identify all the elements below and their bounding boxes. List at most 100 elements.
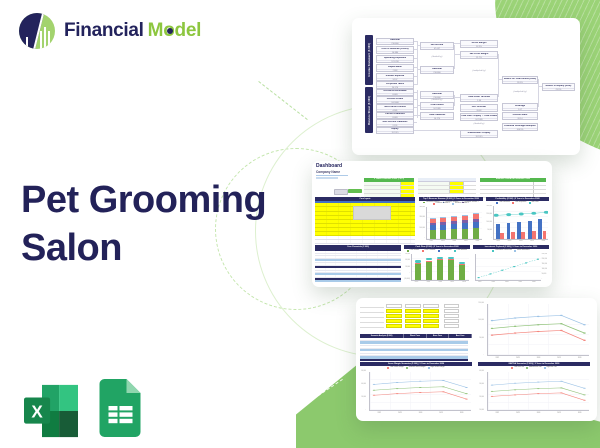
dashboard-link-line2 <box>316 177 338 179</box>
flow-node-value: 7,382 <box>377 68 413 71</box>
brand-name: Financial Model <box>64 20 201 42</box>
flow-node-value: 121,768 <box>377 59 413 62</box>
revenue-bar <box>517 221 521 240</box>
x-axis-label: 2024 <box>452 240 457 242</box>
cash-flow-bar <box>458 264 465 281</box>
scenario-input-cell <box>423 304 440 309</box>
flow-node-value: 162,808 <box>377 100 413 103</box>
flow-node-label: Total Asset Turnover <box>467 95 491 98</box>
legend-item: Revenue Stream 2 <box>442 201 459 204</box>
assumption-row <box>480 185 546 190</box>
assumption-row <box>364 181 414 186</box>
axis-tick: 20,000 <box>361 397 366 398</box>
flow-node-value: 47,057 <box>421 46 453 49</box>
x-axis-label: 2023 <box>516 412 520 414</box>
axis-tick: 100,000 <box>486 222 492 224</box>
flow-node-label: Net Profit Margin <box>469 52 489 55</box>
stacked-bar <box>451 207 458 240</box>
legend-item: Cash Outflows <box>421 250 435 252</box>
table-row <box>315 253 401 257</box>
axis-tick: 100,000 <box>478 320 484 322</box>
table-row <box>315 258 401 261</box>
legend-swatch <box>427 367 430 369</box>
legend-item: Cash Inflows <box>406 250 419 252</box>
scenario-input-cell <box>404 323 421 328</box>
line-series <box>493 211 548 217</box>
x-axis-label: 2022 <box>414 281 419 283</box>
legend-label: Cumulative Cash Flow <box>494 249 512 252</box>
legend-label: Low Gross Margin <box>390 366 404 369</box>
bar-segment <box>461 228 468 240</box>
plot-area <box>475 254 541 282</box>
flow-node-label: Operating Expenses <box>383 56 407 59</box>
flow-node-value: 8,083 <box>377 116 413 118</box>
scenario-input-cell <box>423 308 440 314</box>
axis-tick: 150,000 <box>541 264 548 266</box>
legend-label: Net Cash Flow <box>440 249 452 252</box>
legend-swatch <box>461 201 464 204</box>
flow-node-label: Leverage <box>514 104 526 107</box>
excel-letter: X <box>31 402 43 421</box>
legend-item: Medium Gross Margin <box>406 367 425 369</box>
x-axis-label: 2026 <box>577 412 582 414</box>
axis-tick: - <box>483 354 484 356</box>
legend-swatch <box>496 202 499 204</box>
excel-icon: X <box>24 384 78 438</box>
scenario-input-cell <box>386 318 402 323</box>
x-axis-label: 2023 <box>440 240 445 242</box>
core-inputs-table: Core Inputs <box>315 197 415 245</box>
legend-swatch <box>437 250 440 252</box>
bar-segment <box>429 219 436 223</box>
table-row <box>315 260 401 264</box>
flow-node-value: 26.82 <box>461 108 497 111</box>
legend-swatch <box>511 367 514 369</box>
plot-area <box>425 206 482 241</box>
legend-item: Total Revenue <box>496 202 510 204</box>
cash-flow-bar <box>414 262 421 281</box>
bar-segment <box>461 215 468 220</box>
legend-swatch <box>406 367 408 369</box>
line-series <box>477 258 539 279</box>
legend-swatch <box>543 367 546 369</box>
axis-tick: 100,000 <box>419 227 425 229</box>
scenario-input-cell <box>386 308 402 314</box>
cash-flow-bar <box>425 260 432 281</box>
flow-node-value: 216,800 <box>421 95 453 98</box>
flow-node-value: 21.7% <box>461 55 497 58</box>
flow-node-value: 29.9% <box>543 87 574 90</box>
axis-ticks: 40,000 30,000 20,000 10,000 <box>478 371 485 411</box>
assumption-label-cell <box>364 194 400 198</box>
line-series <box>490 314 586 341</box>
scenario-input-cell <box>404 308 421 314</box>
cash-flow-bar <box>447 259 454 281</box>
scenario-input-cell <box>423 323 440 328</box>
bar-segment <box>451 229 458 240</box>
input-yellow-cell <box>449 189 463 194</box>
assumption-row <box>364 185 414 190</box>
legend-swatch <box>453 250 456 252</box>
revenue-bar <box>527 220 532 240</box>
stacked-bar <box>472 207 479 240</box>
x-axis-label: 2025 <box>450 281 454 283</box>
assumptions-header: 5 YEARLY ASSUMPTIONS (1 to 5) <box>364 178 414 182</box>
flow-node-label: Non-Current Liabilities <box>382 120 408 123</box>
flow-node-value: 8,083 <box>377 93 413 95</box>
flow-node: Gross Margin 92.2% <box>460 40 498 48</box>
gross-margin-scenarios-chart: Gross Margin Scenarios ($ 000) | 5 Years… <box>360 362 472 415</box>
yearly-assumptions-table: 5 YEARLY ASSUMPTIONS (1 to 5) <box>364 178 414 199</box>
screenshot-financial-flowchart: Income Statement ($ 000) Balance Sheet ($… <box>352 18 580 155</box>
table-row <box>360 348 468 352</box>
flow-node: Return on Equity (ROE) 29.9% <box>542 83 575 91</box>
assumption-value-cell <box>533 185 546 189</box>
bar-segment <box>472 218 479 223</box>
legend-label: High Gross Margin <box>430 366 445 369</box>
core-input-row <box>315 227 415 233</box>
table-row <box>360 351 468 354</box>
plot-area <box>487 371 589 412</box>
flow-node: Non-Current Liabilities2,191 <box>376 119 414 127</box>
bar-segment <box>472 228 479 240</box>
table-row <box>315 263 401 266</box>
axis-tick: 150,000 <box>478 303 484 304</box>
flow-node-value: 216,800 <box>421 70 453 73</box>
legend-label: Medium Gross Margin <box>408 366 426 369</box>
